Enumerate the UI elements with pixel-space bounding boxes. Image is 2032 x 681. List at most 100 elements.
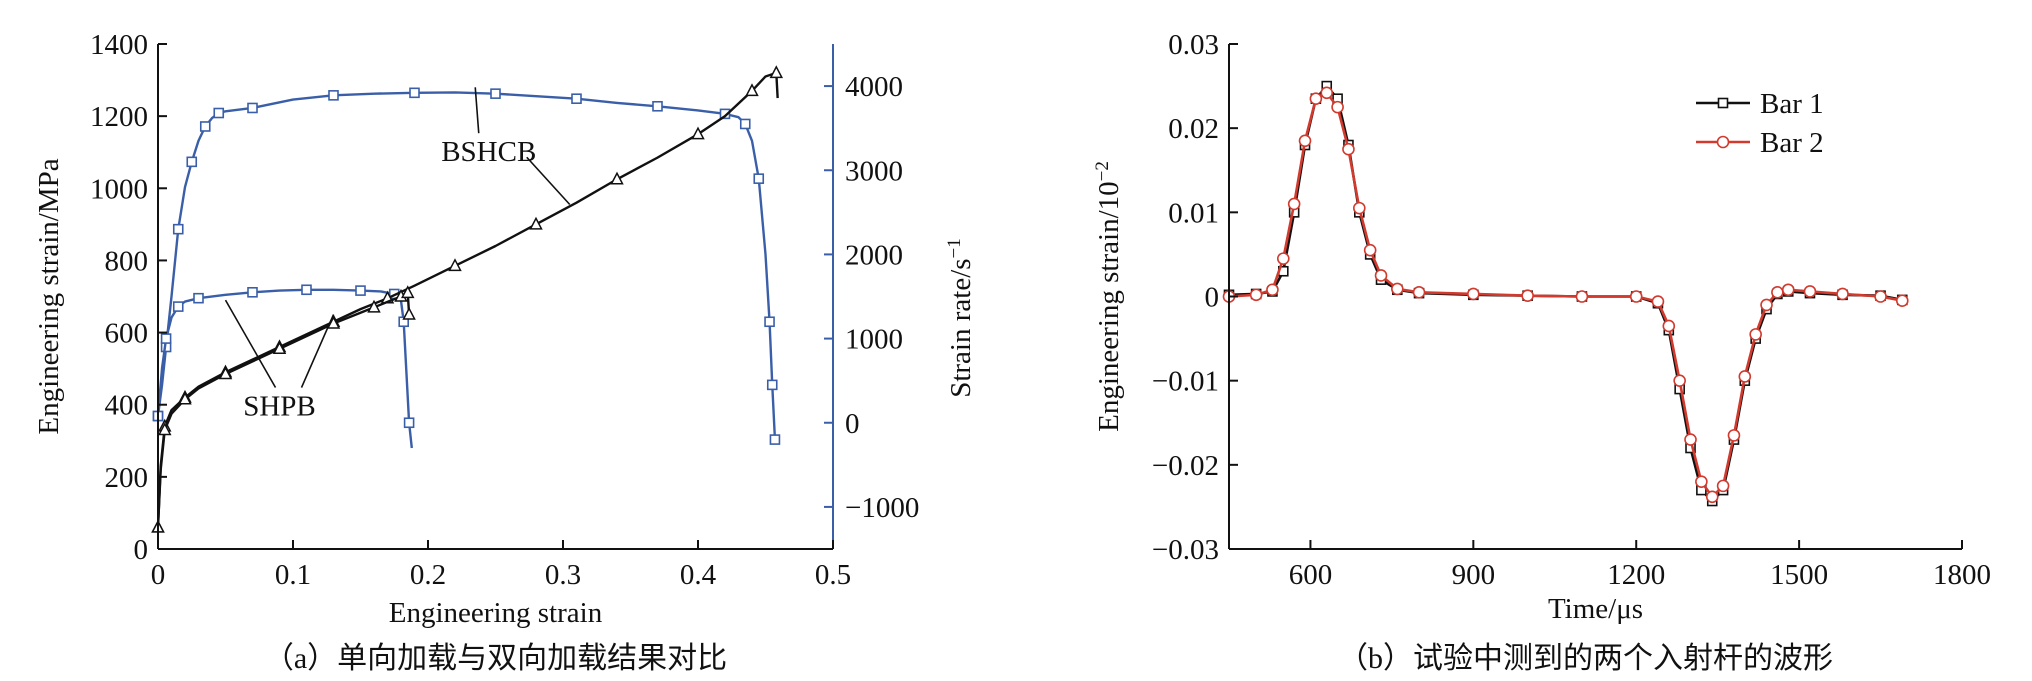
panel-b-series-1-point [1374,269,1388,282]
panel-a-series-3-point [367,299,381,313]
panel-a-series-2-point [769,65,784,79]
panel-b-series-1-point [1803,285,1817,298]
panel-b-series-1-point [1705,490,1719,504]
panel-b-y-tick-label: 0.03 [1168,29,1219,61]
panel-a-series-2-point [448,258,462,272]
panel-b-series-1-point [1760,298,1773,312]
panel-a-y2-axis-label-main: Strain rate/s [945,258,977,397]
panel-a-y2-axis-label-sup: −1 [944,238,965,258]
panel-a-series-1-line [156,288,413,449]
panel-a-series-3-point [272,341,287,355]
panel-a-series-3-point [326,315,341,329]
panel-b-series-1-point [1412,285,1426,299]
panel-a-annotation-leader [526,156,571,206]
panel-a-annotation-leader [224,299,277,388]
panel-a-series-0-point [764,316,775,328]
panel-a-y-tick-label: 1400 [90,29,148,61]
panel-b-y-axis-label-main: Engineering strain/10 [1093,181,1125,431]
panel-b-legend: Bar 1 Bar 2 [1696,88,1824,159]
panel-b-series-1-point [1749,328,1762,341]
panel-a-y2-tick-label: 3000 [845,155,903,187]
panel-b-series-1-point [1331,100,1344,114]
panel-b-x-tick-label: 1200 [1607,559,1665,591]
panel-a-annotation-bshcb: BSHCB [441,136,536,168]
panel-b-series-1-point [1521,289,1534,302]
panel-a-series-0-point [172,223,184,235]
panel-a-chart: 0 0.1 0.2 0.3 0.4 0.5 0 200 400 600 800 1000 1200 140… [33,29,977,675]
panel-b-x-tick-label: 1500 [1770,559,1828,591]
panel-b-series-1-point [1727,429,1741,442]
panel-a-series-0-point [247,102,258,114]
panel-a-y-tick-label: 400 [105,390,149,422]
panel-a-series-0-point [766,379,778,391]
panel-b-legend-label: Bar 2 [1760,127,1824,159]
panel-a-y-tick-label: 800 [105,245,149,277]
panel-a-series-1-point [403,417,415,429]
panel-a-series-3-point [158,422,172,436]
panel-a-y2-tick-label: 0 [845,408,860,440]
panel-a-series-1-point [247,286,258,298]
panel-b-y-axis-label-sup: −2 [1092,161,1113,181]
panel-b-legend-label: Bar 1 [1760,88,1824,120]
panel-a-y-tick-label: 1200 [90,101,148,133]
panel-b-series-1-point [1353,201,1366,215]
panel-b-legend-marker [1717,97,1729,109]
panel-a-y2-tick-label: 2000 [845,239,903,271]
panel-a-y-tick-label: 200 [105,462,149,494]
panel-b-series-1-point [1249,288,1263,302]
panel-b-series-1-point [1781,283,1795,297]
panel-a-x-tick-label: 0.4 [680,559,717,591]
panel-b-y-tick-label: −0.02 [1152,450,1219,482]
panel-b-caption: （b）试验中测到的两个入射杆的波形 [1338,642,1833,675]
panel-a-series-0-point [719,108,731,120]
panel-a-series-0-point [769,434,781,445]
panel-b-series-1-point [1771,285,1784,299]
panel-a-x-tick-label: 0.2 [410,559,446,591]
panel-a-series-3-point [218,366,233,380]
panel-a-y2-tick-label: −1000 [845,492,919,524]
panel-a-series-0-point [739,118,751,130]
panel-a-series-0-point [199,121,211,132]
panel-a-y2-axis-label: Strain rate/s−1 [944,238,977,398]
panel-b-series-1-point [1836,287,1849,301]
panel-b-series-1-point [1629,290,1643,303]
panel-b-y-axis-label: Engineering strain/10−2 [1092,161,1125,432]
panel-b-series-1-point [1695,475,1708,488]
panel-a-series-1-point [172,301,184,312]
panel-a-annotation-leader [474,87,480,134]
panel-a-x-tick-label: 0 [151,559,166,591]
panel-b-series-1-point [1276,252,1290,265]
panel-b-series-1-point [1684,433,1697,446]
panel-a-series-2-point [745,83,759,97]
panel-b-series-1-point [1287,197,1301,211]
panel-a-series-0-point [571,93,582,105]
panel-a-annotation-shpb: SHPB [243,391,316,423]
panel-b-series-1-point [1391,282,1404,296]
panel-b-x-tick-label: 1800 [1933,559,1991,591]
panel-a-series-0-point [409,87,420,99]
panel-a-series-2-point [529,216,543,230]
panel-b-ticks: 600 900 1200 1500 1800 −0.03 −0.02 −0.01 0 0.01 0.… [1152,29,1991,591]
panel-a-y-tick-label: 0 [134,534,149,566]
panel-a-series-2-point [691,126,705,140]
panel-b-y-tick-label: 0.02 [1168,113,1219,145]
panel-b-series-1-point [1298,134,1312,148]
panel-a-y-axis-label: Engineering strain/MPa [33,158,65,434]
panel-b-y-tick-label: −0.01 [1152,366,1219,398]
panel-a-series-3-point [178,391,192,405]
panel-a-y-tick-label: 1000 [90,173,148,205]
panel-a-series-0-point [652,100,663,112]
panel-b-series-1-point [1662,319,1676,333]
panel-a-x-tick-label: 0.3 [545,559,581,591]
panel-b-series-1-point [1363,243,1377,257]
panel-b-x-tick-label: 900 [1452,559,1496,591]
panel-b-series-1-point [1716,479,1730,493]
panel-b-chart: 600 900 1200 1500 1800 −0.03 −0.02 −0.01 0 0.01 0.… [1092,29,1991,675]
panel-b-series-1-point [1895,294,1909,308]
panel-b-y-tick-label: 0 [1205,282,1220,314]
panel-a-series-3-point [402,306,416,320]
panel-b-series-1-point [1575,290,1589,303]
panel-b-y-tick-label: 0.01 [1168,197,1219,229]
panel-b-series-1-point [1874,290,1887,303]
